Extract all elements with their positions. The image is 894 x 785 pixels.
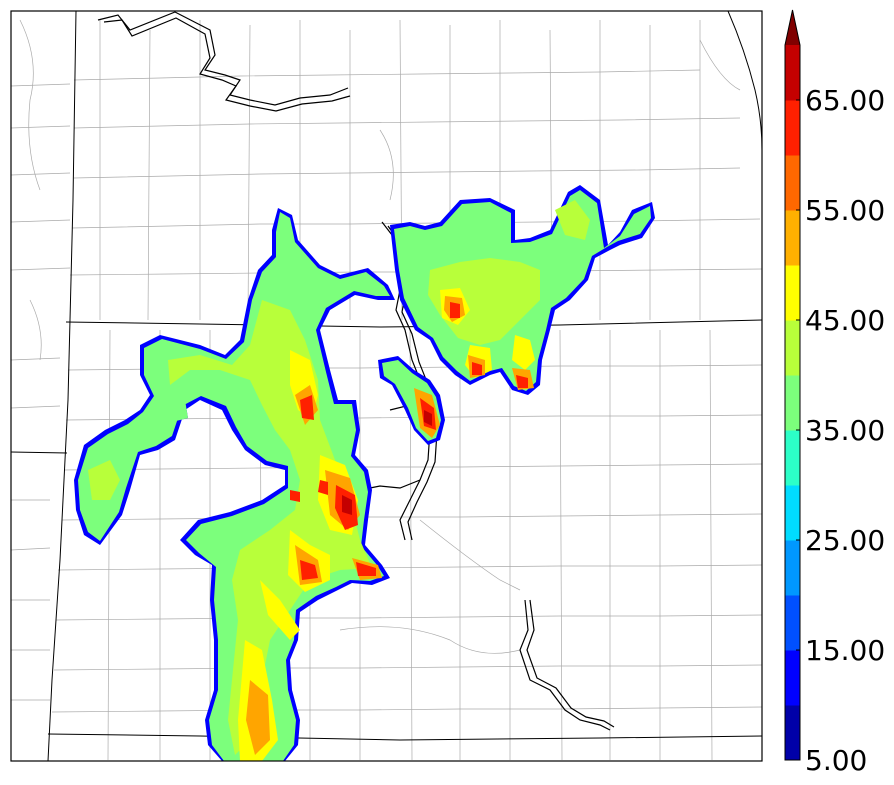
echo-base-southwest [78,212,390,761]
colorbar-segment [785,595,800,651]
colorbar-tick-label: 25.00 [805,524,885,557]
colorbar-segment [785,650,800,706]
colorbar-segment [785,485,800,541]
colorbar-tick-label: 45.00 [805,304,885,337]
colorbar-segment [785,265,800,321]
colorbar-extend-arrow [785,10,800,45]
map-panel [11,11,762,761]
colorbar-segment [785,45,800,101]
echo-mid-southwest [88,300,372,755]
echo-extreme-southwest [342,495,352,515]
map-background [11,11,762,761]
colorbar-tick-label: 15.00 [805,634,885,667]
colorbar-segment [785,540,800,596]
colorbar-segment [785,155,800,211]
colorbar-segment [785,375,800,431]
colorbar-segment [785,320,800,376]
colorbar-segment [785,705,800,761]
colorbar-tick-label: 65.00 [805,84,885,117]
map-frame [10,10,763,762]
state-lines [11,11,762,761]
colorbar-segment [785,430,800,486]
colorbar-segment [785,100,800,156]
colorbar-tick-label: 35.00 [805,414,885,447]
echo-peak-northeast [420,302,528,430]
echo-extreme-northeast [424,410,432,426]
colorbar-segment [785,210,800,266]
colorbar-tick-label: 55.00 [805,194,885,227]
colorbar: 5.00 15.00 25.00 35.00 45.00 55.00 65.00 [784,9,885,777]
colorbar-tick-label: 5.00 [805,744,867,777]
reflectivity-field [74,185,655,761]
